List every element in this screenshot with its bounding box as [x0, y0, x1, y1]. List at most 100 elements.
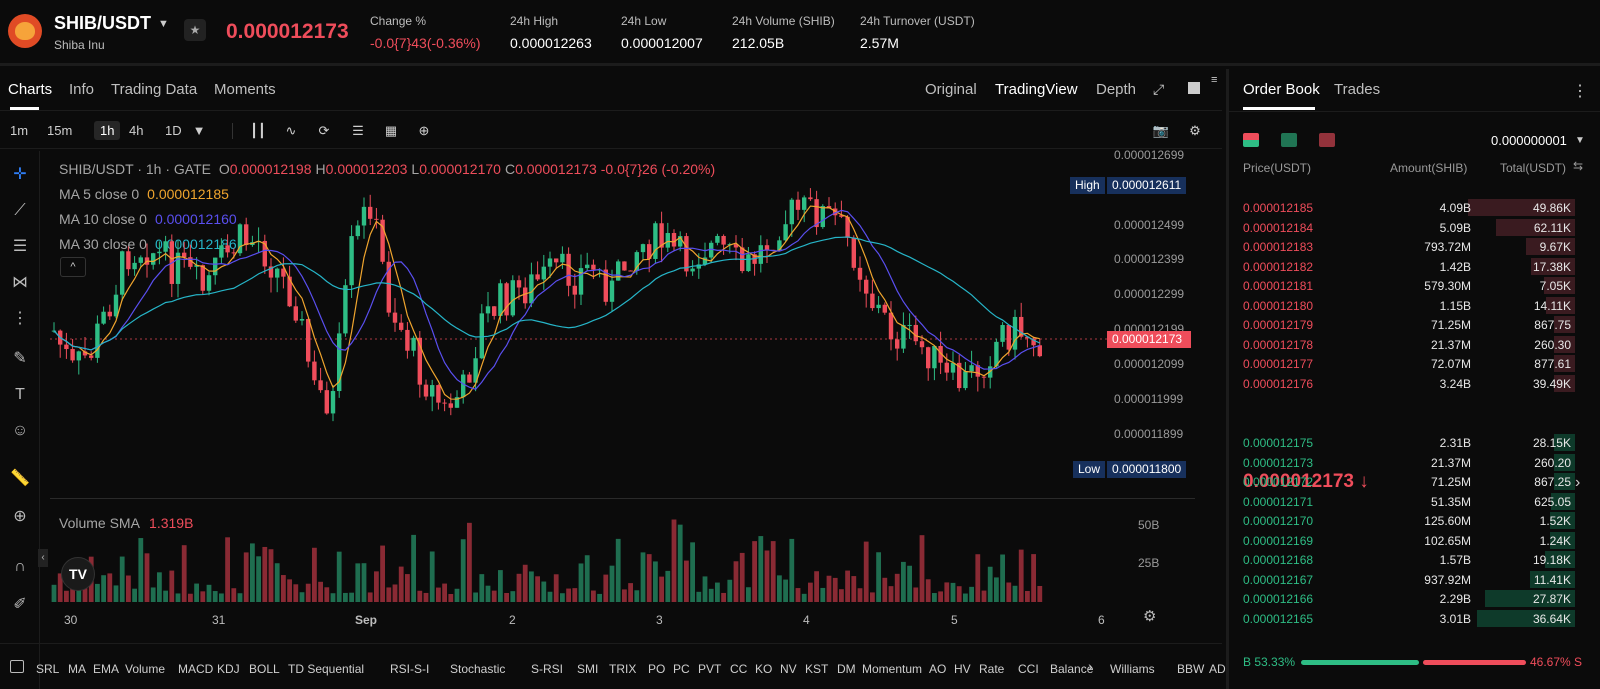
tab-trading-data[interactable]: Trading Data	[111, 81, 198, 98]
collapse-legend-icon[interactable]: ^	[60, 257, 86, 277]
orderbook-row-ask[interactable]: 0.000012184 5.09B 62.11K	[1229, 218, 1589, 237]
both-sides-view-icon[interactable]	[1243, 133, 1259, 147]
favorite-star-icon[interactable]: ★	[184, 19, 206, 41]
tab-order-book[interactable]: Order Book	[1243, 81, 1320, 98]
orderbook-row-bid[interactable]: 0.000012166 2.29B 27.87K	[1229, 589, 1589, 608]
indicator-ko[interactable]: KO	[755, 662, 773, 676]
indicator-williams[interactable]: Williams	[1110, 662, 1155, 676]
pattern-icon[interactable]: ⋈	[12, 274, 28, 291]
replay-icon[interactable]: ⟳	[318, 123, 330, 138]
layouts-icon[interactable]: ▦	[384, 123, 398, 138]
timeframe-dropdown-icon[interactable]: ▼	[192, 123, 206, 138]
indicator-rsi-s-i[interactable]: RSI-S-I	[390, 662, 430, 676]
orderbook-row-bid[interactable]: 0.000012168 1.57B 19.18K	[1229, 550, 1589, 569]
indicators-next-icon[interactable]: ›	[1088, 658, 1093, 674]
templates-icon[interactable]: ☰	[352, 123, 364, 138]
indicator-trix[interactable]: TRIX	[609, 662, 637, 676]
indicator-smi[interactable]: SMI	[577, 662, 599, 676]
more-options-icon[interactable]: ⋮	[1572, 83, 1588, 100]
timeframe-4h[interactable]: 4h	[129, 123, 144, 138]
collapse-toolbar-icon[interactable]: ‹	[38, 549, 48, 567]
indicator-balance[interactable]: Balance	[1050, 662, 1094, 676]
brush-icon[interactable]: ✎	[13, 350, 27, 367]
view-tradingview[interactable]: TradingView	[995, 81, 1078, 98]
indicator-adi[interactable]: ADI	[1209, 662, 1230, 676]
tab-trades[interactable]: Trades	[1334, 81, 1381, 98]
indicator-ma[interactable]: MA	[68, 662, 86, 676]
zoom-in-icon[interactable]: ⊕	[13, 508, 27, 525]
indicator-po[interactable]: PO	[648, 662, 666, 676]
orderbook-row-ask[interactable]: 0.000012181 579.30M 7.05K	[1229, 276, 1589, 295]
emoji-icon[interactable]: ☺	[11, 422, 29, 439]
calendar-icon[interactable]	[10, 660, 24, 673]
price-chart[interactable]	[50, 151, 1110, 606]
expand-icon[interactable]: ⤢	[1153, 81, 1165, 97]
chevron-down-icon[interactable]: ▼	[158, 18, 169, 30]
orderbook-row-ask[interactable]: 0.000012182 1.42B 17.38K	[1229, 257, 1589, 276]
indicators-icon[interactable]: ∿	[285, 123, 297, 138]
orderbook-row-ask[interactable]: 0.000012183 793.72M 9.67K	[1229, 237, 1589, 256]
indicator-macd[interactable]: MACD	[178, 662, 214, 676]
candles-icon[interactable]: ┃┃	[250, 123, 266, 138]
orderbook-row-bid[interactable]: 0.000012165 3.01B 36.64K	[1229, 609, 1589, 628]
indicator-nv[interactable]: NV	[780, 662, 797, 676]
orderbook-row-ask[interactable]: 0.000012180 1.15B 14.11K	[1229, 296, 1589, 315]
camera-icon[interactable]: 📷	[1152, 123, 1170, 138]
indicator-boll[interactable]: BOLL	[249, 662, 280, 676]
indicator-volume[interactable]: Volume	[125, 662, 166, 676]
indicator-hv[interactable]: HV	[954, 662, 971, 676]
orderbook-row-bid[interactable]: 0.000012170 125.60M 1.52K	[1229, 511, 1589, 530]
precision-select[interactable]: 0.000000001	[1491, 133, 1567, 148]
tab-info[interactable]: Info	[69, 81, 95, 98]
axis-settings-icon[interactable]: ⚙	[1143, 608, 1157, 625]
indicator-srl[interactable]: SRL	[36, 662, 60, 676]
timeframe-15m[interactable]: 15m	[47, 123, 73, 138]
pair-title[interactable]: SHIB/USDT	[54, 13, 152, 33]
crosshair-icon[interactable]: ✛	[13, 166, 27, 183]
indicator-stochastic[interactable]: Stochastic	[450, 662, 506, 676]
timeframe-1m[interactable]: 1m	[10, 123, 29, 138]
indicator-ema[interactable]: EMA	[93, 662, 120, 676]
indicator-momentum[interactable]: Momentum	[862, 662, 923, 676]
orderbook-row-ask[interactable]: 0.000012179 71.25M 867.75	[1229, 315, 1589, 334]
orderbook-row-ask[interactable]: 0.000012185 4.09B 49.86K	[1229, 198, 1589, 217]
orderbook-row-bid[interactable]: 0.000012172 71.25M 867.25	[1229, 472, 1589, 491]
indicator-cci[interactable]: CCI	[1018, 662, 1039, 676]
orderbook-row-bid[interactable]: 0.000012171 51.35M 625.05	[1229, 492, 1589, 511]
tab-moments[interactable]: Moments	[214, 81, 276, 98]
add-icon[interactable]: ⊕	[418, 123, 430, 138]
panel-menu-icon[interactable]: ≡	[1211, 74, 1218, 86]
settings-gear-icon[interactable]: ⚙	[1189, 123, 1201, 138]
orderbook-row-ask[interactable]: 0.000012176 3.24B 39.49K	[1229, 374, 1589, 393]
orderbook-row-ask[interactable]: 0.000012178 21.37M 260.30	[1229, 335, 1589, 354]
timeframe-1d[interactable]: 1D	[165, 123, 182, 138]
indicator-cc[interactable]: CC	[730, 662, 748, 676]
indicator-rate[interactable]: Rate	[979, 662, 1005, 676]
sort-toggle-icon[interactable]: ⇆	[1573, 159, 1584, 173]
indicator-s-rsi[interactable]: S-RSI	[531, 662, 564, 676]
orderbook-row-bid[interactable]: 0.000012169 102.65M 1.24K	[1229, 531, 1589, 550]
precision-chevron-icon[interactable]: ▼	[1575, 135, 1585, 146]
fib-icon[interactable]: ⋮	[12, 310, 28, 327]
ruler-icon[interactable]: 📏	[10, 470, 30, 487]
indicator-ao[interactable]: AO	[929, 662, 947, 676]
indicator-pc[interactable]: PC	[673, 662, 690, 676]
layout-icon[interactable]	[1188, 82, 1200, 94]
indicator-td-sequential[interactable]: TD Sequential	[288, 662, 365, 676]
indicator-pvt[interactable]: PVT	[698, 662, 722, 676]
horizontal-lines-icon[interactable]: ☰	[12, 238, 28, 255]
indicator-kst[interactable]: KST	[805, 662, 829, 676]
orderbook-row-bid[interactable]: 0.000012175 2.31B 28.15K	[1229, 433, 1589, 452]
orderbook-row-bid[interactable]: 0.000012173 21.37M 260.20	[1229, 453, 1589, 472]
indicator-bbw[interactable]: BBW	[1177, 662, 1205, 676]
magnet-icon[interactable]: ∩	[14, 558, 26, 575]
indicator-dm[interactable]: DM	[837, 662, 856, 676]
tab-charts[interactable]: Charts	[8, 81, 53, 98]
view-original[interactable]: Original	[925, 81, 977, 98]
view-depth[interactable]: Depth	[1096, 81, 1137, 98]
text-tool-icon[interactable]: T	[15, 386, 25, 403]
trendline-icon[interactable]: ⟋	[14, 202, 26, 219]
indicator-kdj[interactable]: KDJ	[217, 662, 240, 676]
asks-view-icon[interactable]	[1319, 133, 1335, 147]
timeframe-1h[interactable]: 1h	[94, 121, 121, 140]
